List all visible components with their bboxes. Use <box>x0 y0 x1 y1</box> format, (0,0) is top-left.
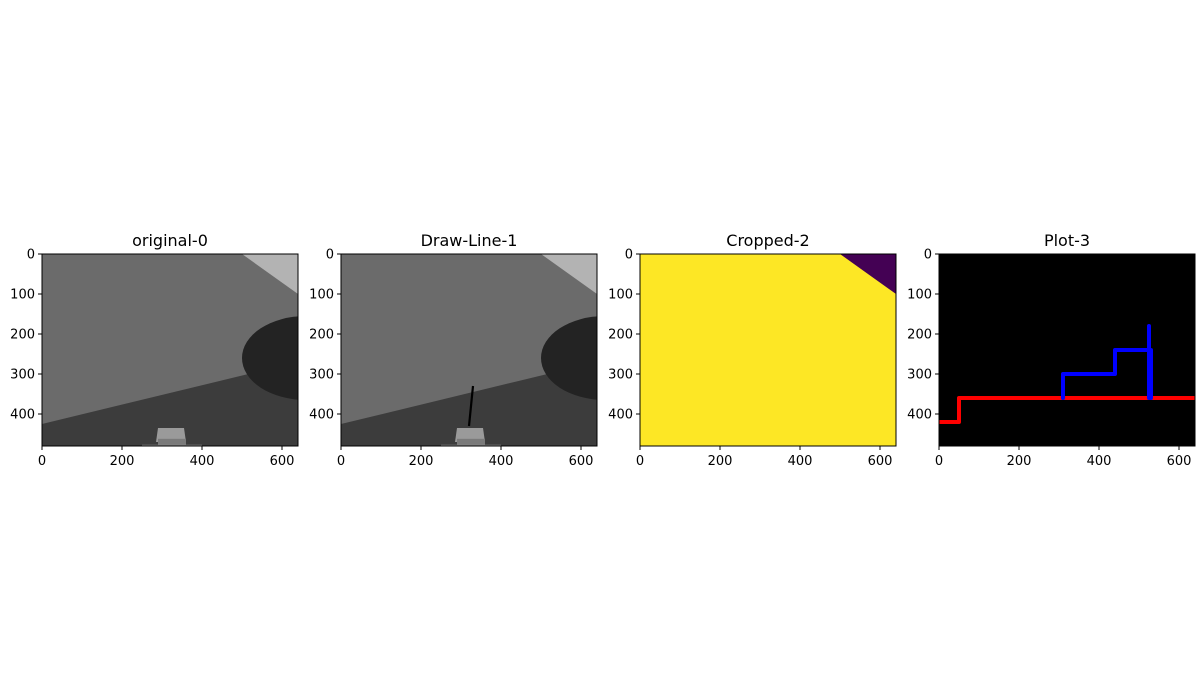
axes-frame <box>938 253 1196 447</box>
panel-content <box>42 254 298 446</box>
y-tick-label: 300 <box>309 368 334 383</box>
panel-title: Plot-3 <box>1044 231 1090 250</box>
y-tick-label: 100 <box>907 288 932 303</box>
image-dark-circle <box>242 316 298 400</box>
y-tick-label: 300 <box>10 368 35 383</box>
panel-content <box>640 254 896 446</box>
image-dark-circle <box>541 316 597 400</box>
x-tick-label: 400 <box>1087 454 1112 469</box>
y-tick-label: 0 <box>625 248 633 263</box>
y-tick-label: 400 <box>608 408 633 423</box>
heatmap-main <box>640 254 896 446</box>
x-tick-label: 200 <box>1007 454 1032 469</box>
y-tick-label: 400 <box>309 408 334 423</box>
image-object <box>156 428 186 442</box>
x-tick-label: 0 <box>38 454 46 469</box>
panel-1: Draw-Line-1 0 200 400 600 0 100 200 300 400 <box>309 231 598 469</box>
y-tick-label: 100 <box>10 288 35 303</box>
y-tick-label: 400 <box>907 408 932 423</box>
series-line-0 <box>939 396 1195 424</box>
y-tick-label: 400 <box>10 408 35 423</box>
image-object <box>455 428 485 442</box>
panel-0: original-0 0 200 400 600 0 100 200 300 400 <box>10 231 299 469</box>
y-tick-label: 300 <box>608 368 633 383</box>
x-tick-label: 400 <box>190 454 215 469</box>
panel-title: original-0 <box>132 231 208 250</box>
axes-frame <box>340 253 598 447</box>
y-tick-label: 100 <box>309 288 334 303</box>
x-tick-label: 200 <box>708 454 733 469</box>
image-object-base <box>457 438 485 446</box>
image-dark-region <box>42 362 298 446</box>
panel-title: Cropped-2 <box>726 231 809 250</box>
plot-background <box>939 254 1195 446</box>
x-tick-label: 200 <box>409 454 434 469</box>
y-tick-label: 200 <box>907 328 932 343</box>
y-tick-label: 100 <box>608 288 633 303</box>
panel-title: Draw-Line-1 <box>421 231 518 250</box>
y-tick-label: 0 <box>27 248 35 263</box>
x-tick-label: 600 <box>1167 454 1192 469</box>
axes-frame <box>41 253 299 447</box>
panel-content <box>939 254 1195 446</box>
y-tick-label: 200 <box>10 328 35 343</box>
image-object-base <box>158 438 186 446</box>
x-tick-label: 600 <box>270 454 295 469</box>
x-tick-label: 400 <box>489 454 514 469</box>
image-bright-corner <box>242 254 298 294</box>
image-dark-region <box>341 362 597 446</box>
x-tick-label: 0 <box>935 454 943 469</box>
x-tick-label: 600 <box>569 454 594 469</box>
series-line-1 <box>1061 324 1153 400</box>
x-tick-label: 0 <box>636 454 644 469</box>
drawn-line <box>467 385 475 427</box>
heatmap-corner <box>840 254 896 294</box>
x-tick-label: 0 <box>337 454 345 469</box>
y-tick-label: 200 <box>608 328 633 343</box>
y-tick-label: 0 <box>326 248 334 263</box>
y-tick-label: 0 <box>924 248 932 263</box>
x-tick-label: 400 <box>788 454 813 469</box>
x-tick-label: 200 <box>110 454 135 469</box>
panel-content <box>341 254 597 446</box>
y-tick-label: 300 <box>907 368 932 383</box>
panel-3: Plot-3 0 200 400 600 0 100 200 300 400 <box>907 231 1196 469</box>
panel-2: Cropped-2 0 200 400 600 0 100 200 300 400 <box>608 231 897 469</box>
image-bright-corner <box>541 254 597 294</box>
y-tick-label: 200 <box>309 328 334 343</box>
x-tick-label: 600 <box>868 454 893 469</box>
axes-frame <box>639 253 897 447</box>
